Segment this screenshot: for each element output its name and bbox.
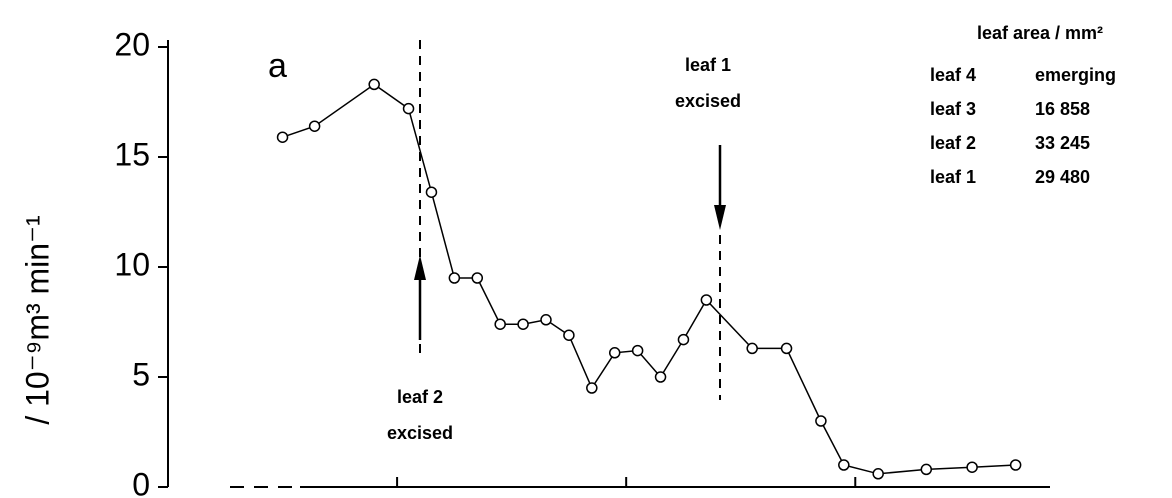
data-point [402,102,415,115]
annotation: leaf 1 [685,55,731,75]
y-tick-label: 0 [132,466,150,498]
leaf-name: leaf 3 [930,99,976,119]
data-point [471,272,484,284]
arrow-head [714,205,726,230]
data-point [700,294,713,306]
legend-title: leaf area / mm² [977,23,1103,43]
leaf-name: leaf 2 [930,133,976,153]
annotation: excised [387,423,453,443]
data-point [780,342,793,355]
data-point [276,131,289,143]
data-point [746,342,758,355]
data-point [586,382,598,394]
data-line [282,83,1016,475]
data-point [517,318,529,330]
data-point [540,314,552,326]
y-tick-label: 5 [132,356,150,392]
data-point [838,459,850,471]
y-axis-label: / 10⁻⁹m³ min⁻¹ [19,215,55,424]
data-point [448,272,461,284]
data-point [1009,459,1022,471]
data-point [631,344,644,357]
data-point [872,468,884,480]
panel-label: a [268,47,287,85]
data-point [815,415,827,427]
y-tick-label: 10 [114,246,150,282]
data-point [308,120,321,132]
data-point [608,347,621,359]
y-tick-label: 20 [114,26,150,62]
data-point [677,333,690,346]
leaf-area: 33 245 [1035,133,1090,153]
arrow-head [414,255,426,280]
leaf-area: 16 858 [1035,99,1090,119]
data-point [920,463,933,476]
data-point [654,371,667,383]
leaf-area: 29 480 [1035,167,1090,187]
data-point [425,186,438,198]
leaf-area: emerging [1035,65,1116,85]
data-point [368,78,380,91]
data-point [966,461,978,473]
data-point [563,329,575,341]
leaf-name: leaf 4 [930,65,976,85]
annotation: excised [675,91,741,111]
data-point [494,318,506,330]
y-tick-label: 15 [114,136,150,172]
leaf-name: leaf 1 [930,167,976,187]
annotation: leaf 2 [397,387,443,407]
